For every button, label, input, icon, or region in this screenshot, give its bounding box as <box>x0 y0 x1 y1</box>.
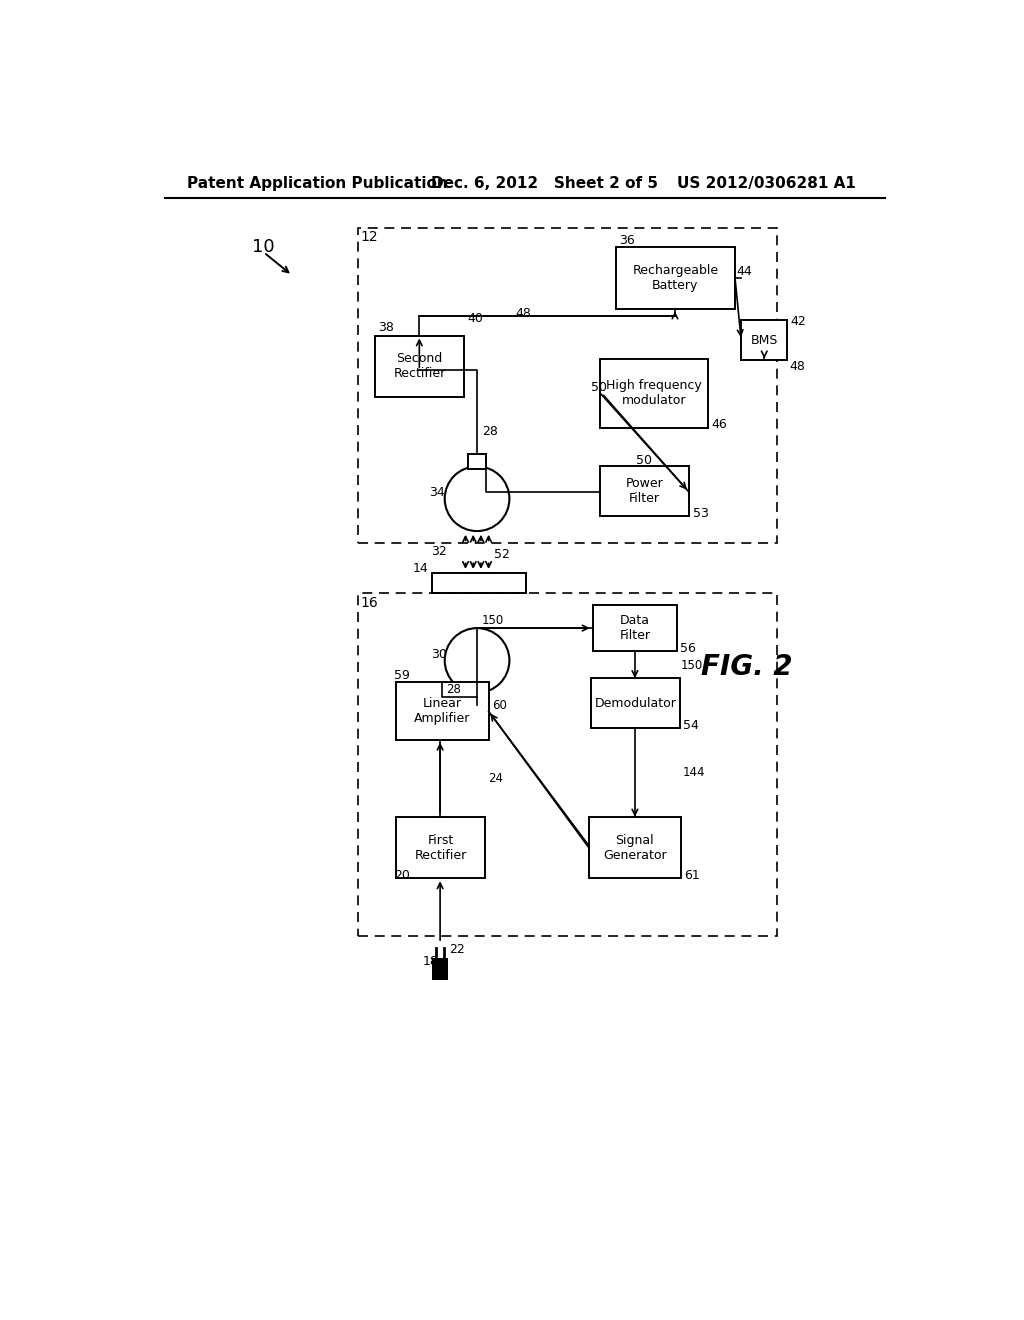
Text: BMS: BMS <box>751 334 778 347</box>
Text: 40: 40 <box>467 312 483 325</box>
Text: 61: 61 <box>684 869 700 882</box>
Text: Rechargeable
Battery: Rechargeable Battery <box>632 264 719 292</box>
Text: FIG. 2: FIG. 2 <box>700 652 793 681</box>
Text: Linear
Amplifier: Linear Amplifier <box>415 697 471 725</box>
Bar <box>741 321 787 360</box>
Text: 52: 52 <box>494 548 510 561</box>
Text: 30: 30 <box>431 648 446 661</box>
Text: 144: 144 <box>683 767 706 779</box>
Text: 50: 50 <box>591 380 607 393</box>
Text: 48: 48 <box>515 306 531 319</box>
Text: Power
Filter: Power Filter <box>626 478 664 506</box>
Text: 54: 54 <box>683 718 698 731</box>
Text: 16: 16 <box>360 595 379 610</box>
Bar <box>600 466 689 516</box>
Text: 20: 20 <box>394 869 410 882</box>
Text: 42: 42 <box>791 315 806 329</box>
Text: 18: 18 <box>423 954 439 968</box>
Bar <box>357 227 777 544</box>
Bar <box>600 359 708 428</box>
Text: 28: 28 <box>481 425 498 438</box>
Bar <box>396 682 488 739</box>
Text: 150: 150 <box>481 614 504 627</box>
Bar <box>615 247 735 309</box>
Text: High frequency
modulator: High frequency modulator <box>606 379 702 408</box>
Text: 44: 44 <box>736 265 753 279</box>
Text: 12: 12 <box>360 230 379 244</box>
Text: 24: 24 <box>487 772 503 785</box>
Bar <box>396 817 484 878</box>
Bar <box>591 678 680 729</box>
Text: 10: 10 <box>252 238 274 256</box>
Bar <box>468 690 486 705</box>
Text: 14: 14 <box>413 562 429 576</box>
Text: US 2012/0306281 A1: US 2012/0306281 A1 <box>677 177 856 191</box>
Text: 60: 60 <box>492 698 507 711</box>
Text: 38: 38 <box>378 321 393 334</box>
Bar <box>432 958 447 979</box>
Bar <box>357 594 777 936</box>
Text: 150: 150 <box>680 659 702 672</box>
Text: Patent Application Publication: Patent Application Publication <box>186 177 447 191</box>
Bar <box>468 454 486 470</box>
Bar <box>432 573 526 594</box>
Text: 28: 28 <box>446 684 461 696</box>
Text: 48: 48 <box>790 360 806 372</box>
Text: 22: 22 <box>450 942 465 956</box>
Text: 53: 53 <box>692 507 709 520</box>
Text: 46: 46 <box>711 418 727 432</box>
Bar <box>376 335 464 397</box>
Bar <box>593 605 677 651</box>
Text: 56: 56 <box>680 642 696 655</box>
Bar <box>589 817 681 878</box>
Text: 34: 34 <box>429 486 445 499</box>
Text: 50: 50 <box>637 454 652 467</box>
Text: Dec. 6, 2012   Sheet 2 of 5: Dec. 6, 2012 Sheet 2 of 5 <box>431 177 657 191</box>
Text: First
Rectifier: First Rectifier <box>415 833 467 862</box>
Text: Second
Rectifier: Second Rectifier <box>393 352 445 380</box>
Text: Demodulator: Demodulator <box>594 697 676 710</box>
Text: Data
Filter: Data Filter <box>620 614 650 642</box>
Text: 32: 32 <box>431 545 446 557</box>
Text: 59: 59 <box>394 669 410 682</box>
Text: Signal
Generator: Signal Generator <box>603 833 667 862</box>
Text: 36: 36 <box>618 234 635 247</box>
